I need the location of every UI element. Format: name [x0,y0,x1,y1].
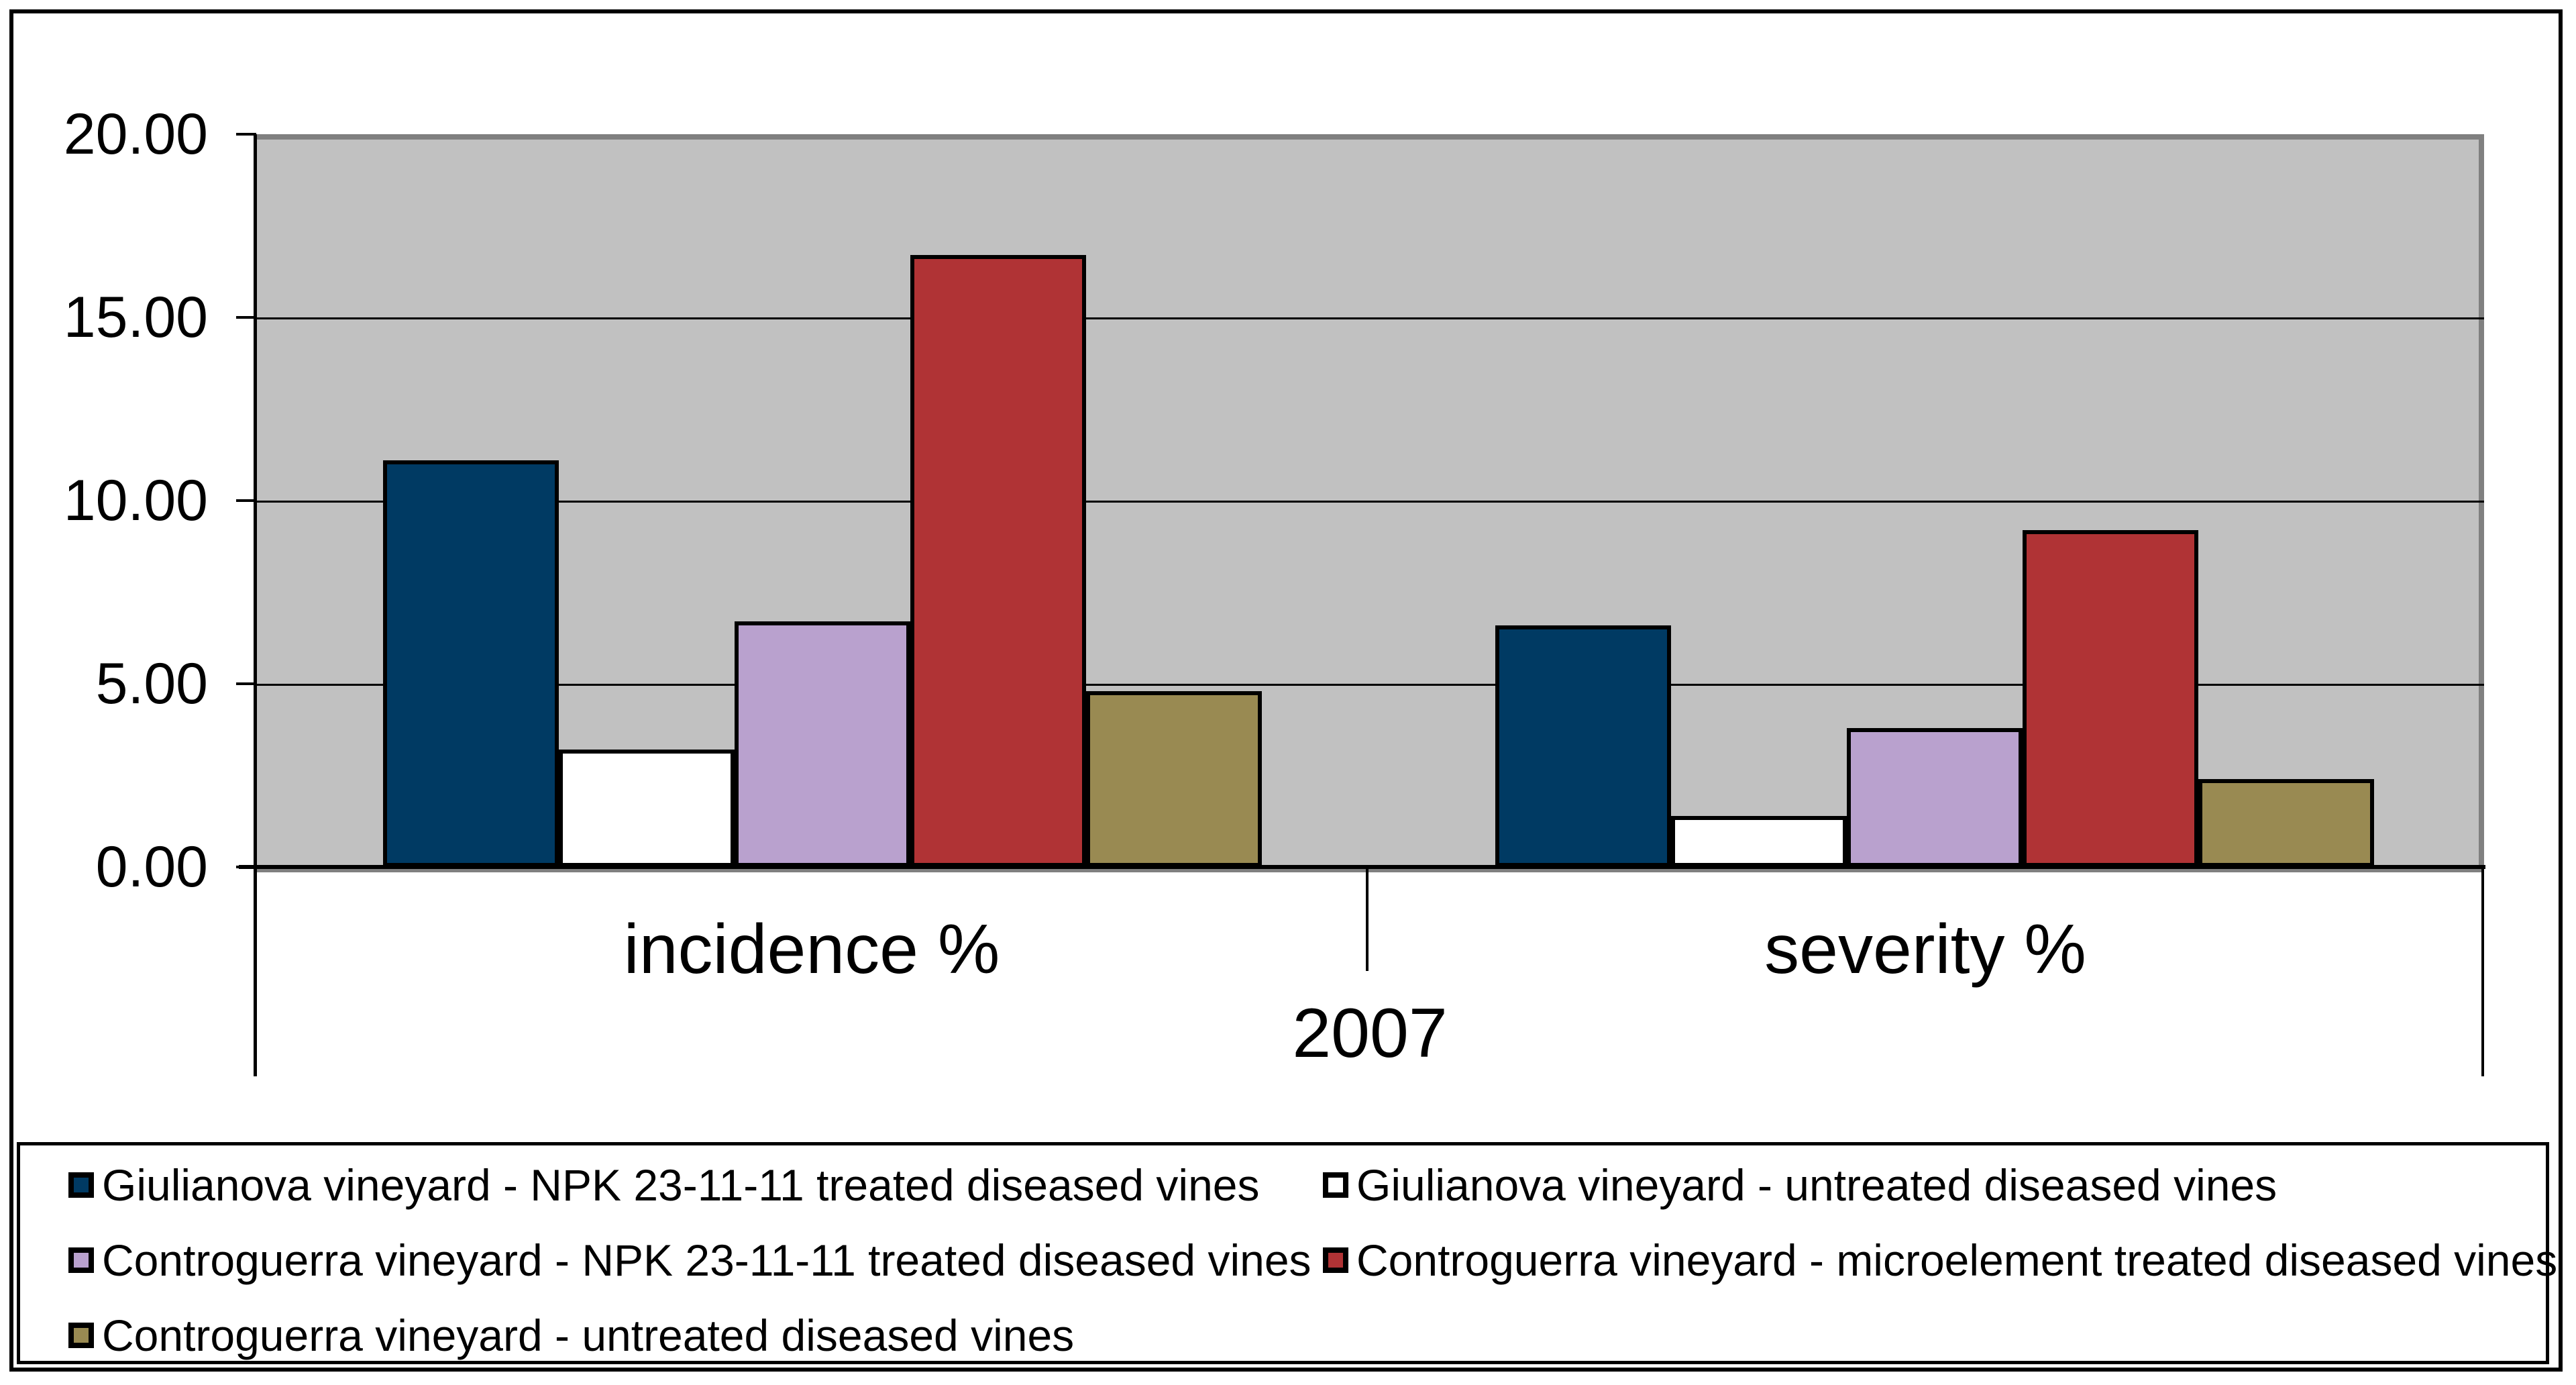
legend: Giulianova vineyard - NPK 23-11-11 treat… [17,1142,2557,1364]
y-tick-label: 5.00 [95,652,208,716]
y-tick-mark [236,316,256,319]
legend-item: Giulianova vineyard - NPK 23-11-11 treat… [68,1160,1323,1210]
legend-label: Controguerra vineyard - microelement tre… [1356,1235,2558,1285]
bar-severity-series-3 [2023,530,2198,867]
plot-border-top [256,134,2484,140]
bar-severity-series-4 [2198,779,2374,867]
legend-item: Giulianova vineyard - untreated diseased… [1323,1160,2557,1210]
category-separator-tick [1366,867,1368,971]
legend-label: Controguerra vineyard - untreated diseas… [102,1311,1075,1360]
chart-outer-frame [9,9,2563,1372]
legend-item: Controguerra vineyard - NPK 23-11-11 tre… [68,1235,1323,1285]
y-tick-label: 10.00 [63,468,208,533]
axis-right-tick [2481,867,2484,1076]
y-axis-line [254,134,257,1076]
gridline [256,317,2484,319]
y-tick-label: 15.00 [63,285,208,350]
bar-incidence-series-0 [383,460,559,867]
bar-incidence-series-4 [1086,691,1262,867]
legend-swatch-icon [68,1323,94,1348]
y-tick-mark [236,133,256,136]
plot-border-bottom [256,869,2484,872]
bar-severity-series-2 [1847,728,2023,867]
gridline [256,684,2484,686]
legend-swatch-icon [1323,1247,1348,1273]
legend-swatch-icon [68,1172,94,1198]
legend-swatch-icon [68,1247,94,1273]
bar-severity-series-1 [1671,816,1847,867]
legend-swatch-icon [1323,1172,1348,1198]
y-tick-mark [236,499,256,502]
legend-item: Controguerra vineyard - untreated diseas… [68,1311,1323,1360]
bar-severity-series-0 [1495,625,1671,867]
y-tick-mark [236,682,256,685]
legend-label: Controguerra vineyard - NPK 23-11-11 tre… [102,1235,1311,1285]
gridline [256,501,2484,503]
bar-incidence-series-1 [559,750,735,867]
plot-area [256,134,2484,867]
category-label-incidence: incidence % [623,911,1000,988]
legend-label: Giulianova vineyard - untreated diseased… [1356,1160,2277,1210]
y-tick-label: 20.00 [63,102,208,166]
x-axis-line [239,865,2485,869]
bar-incidence-series-2 [735,621,910,867]
y-tick-label: 0.00 [95,835,208,899]
legend-item: Controguerra vineyard - microelement tre… [1323,1235,2557,1285]
x-axis-group-label: 2007 [1292,994,1448,1072]
category-label-severity: severity % [1764,911,2086,988]
bar-incidence-series-3 [910,255,1086,867]
legend-label: Giulianova vineyard - NPK 23-11-11 treat… [102,1160,1260,1210]
